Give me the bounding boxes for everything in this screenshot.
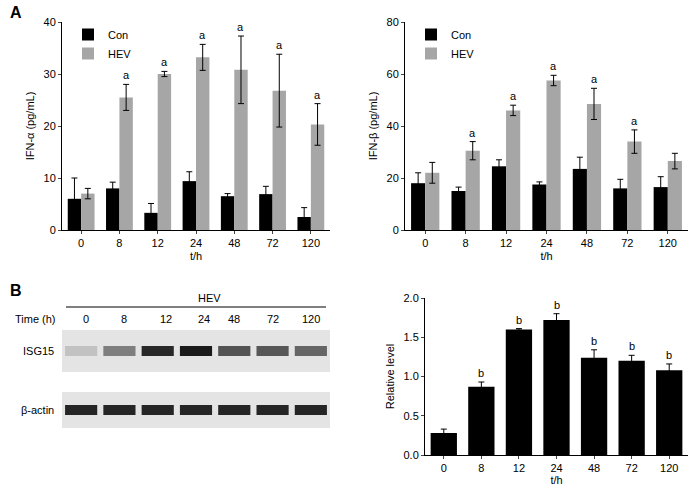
svg-text:b: b xyxy=(666,349,672,361)
svg-text:a: a xyxy=(123,69,130,81)
svg-text:120: 120 xyxy=(659,237,677,249)
svg-text:48: 48 xyxy=(588,462,600,474)
svg-text:a: a xyxy=(469,127,476,139)
svg-text:120: 120 xyxy=(302,313,320,325)
svg-text:12: 12 xyxy=(160,313,172,325)
svg-text:48: 48 xyxy=(581,237,593,249)
svg-text:b: b xyxy=(629,340,635,352)
svg-text:IFN-β (pg/mL): IFN-β (pg/mL) xyxy=(367,92,379,161)
svg-text:a: a xyxy=(276,39,283,51)
svg-text:10: 10 xyxy=(44,172,56,184)
svg-text:12: 12 xyxy=(500,237,512,249)
svg-text:72: 72 xyxy=(621,237,633,249)
svg-text:t/h: t/h xyxy=(550,474,562,486)
svg-text:b: b xyxy=(591,335,597,347)
svg-text:t/h: t/h xyxy=(540,250,552,262)
svg-text:A: A xyxy=(10,4,22,21)
svg-text:Time (h): Time (h) xyxy=(15,313,56,325)
svg-text:0.0: 0.0 xyxy=(404,449,419,461)
svg-text:2.0: 2.0 xyxy=(404,292,419,304)
svg-text:8: 8 xyxy=(478,462,484,474)
svg-text:60: 60 xyxy=(387,68,399,80)
svg-text:48: 48 xyxy=(228,237,240,249)
svg-text:12: 12 xyxy=(513,462,525,474)
svg-text:a: a xyxy=(314,89,321,101)
svg-text:80: 80 xyxy=(387,16,399,28)
svg-text:24: 24 xyxy=(198,313,210,325)
svg-text:48: 48 xyxy=(228,313,240,325)
svg-text:8: 8 xyxy=(121,313,127,325)
svg-text:Relative level: Relative level xyxy=(384,344,396,409)
svg-text:ISG15: ISG15 xyxy=(23,345,54,357)
svg-text:Con: Con xyxy=(108,29,128,41)
svg-text:a: a xyxy=(510,90,517,102)
svg-text:20: 20 xyxy=(44,120,56,132)
svg-text:a: a xyxy=(161,56,168,68)
svg-text:40: 40 xyxy=(44,16,56,28)
svg-text:b: b xyxy=(554,299,560,311)
svg-text:b: b xyxy=(516,314,522,326)
svg-text:0: 0 xyxy=(78,237,84,249)
svg-text:0: 0 xyxy=(83,313,89,325)
svg-text:72: 72 xyxy=(267,313,279,325)
svg-text:HEV: HEV xyxy=(198,292,221,304)
svg-text:a: a xyxy=(591,73,598,85)
svg-text:120: 120 xyxy=(660,462,678,474)
svg-text:12: 12 xyxy=(152,237,164,249)
svg-text:30: 30 xyxy=(44,68,56,80)
svg-text:120: 120 xyxy=(302,237,320,249)
svg-text:1.0: 1.0 xyxy=(404,370,419,382)
svg-text:b: b xyxy=(478,367,484,379)
svg-text:t/h: t/h xyxy=(190,250,202,262)
svg-text:a: a xyxy=(237,21,244,33)
svg-text:IFN-α (pg/mL): IFN-α (pg/mL) xyxy=(24,92,36,161)
svg-text:0.5: 0.5 xyxy=(404,410,419,422)
svg-text:24: 24 xyxy=(550,462,562,474)
svg-text:0: 0 xyxy=(441,462,447,474)
svg-text:0: 0 xyxy=(393,224,399,236)
svg-text:40: 40 xyxy=(387,120,399,132)
svg-text:HEV: HEV xyxy=(451,48,474,60)
svg-text:72: 72 xyxy=(626,462,638,474)
svg-text:8: 8 xyxy=(463,237,469,249)
svg-text:0: 0 xyxy=(50,224,56,236)
svg-text:a: a xyxy=(631,115,638,127)
svg-text:20: 20 xyxy=(387,172,399,184)
svg-text:a: a xyxy=(199,29,206,41)
svg-text:0: 0 xyxy=(422,237,428,249)
svg-text:24: 24 xyxy=(190,237,202,249)
svg-text:a: a xyxy=(550,60,557,72)
svg-text:β-actin: β-actin xyxy=(21,404,54,416)
svg-text:8: 8 xyxy=(116,237,122,249)
svg-text:HEV: HEV xyxy=(108,48,131,60)
svg-text:72: 72 xyxy=(266,237,278,249)
svg-text:B: B xyxy=(10,282,22,299)
svg-text:24: 24 xyxy=(540,237,552,249)
svg-text:Con: Con xyxy=(451,29,471,41)
svg-text:1.5: 1.5 xyxy=(404,331,419,343)
